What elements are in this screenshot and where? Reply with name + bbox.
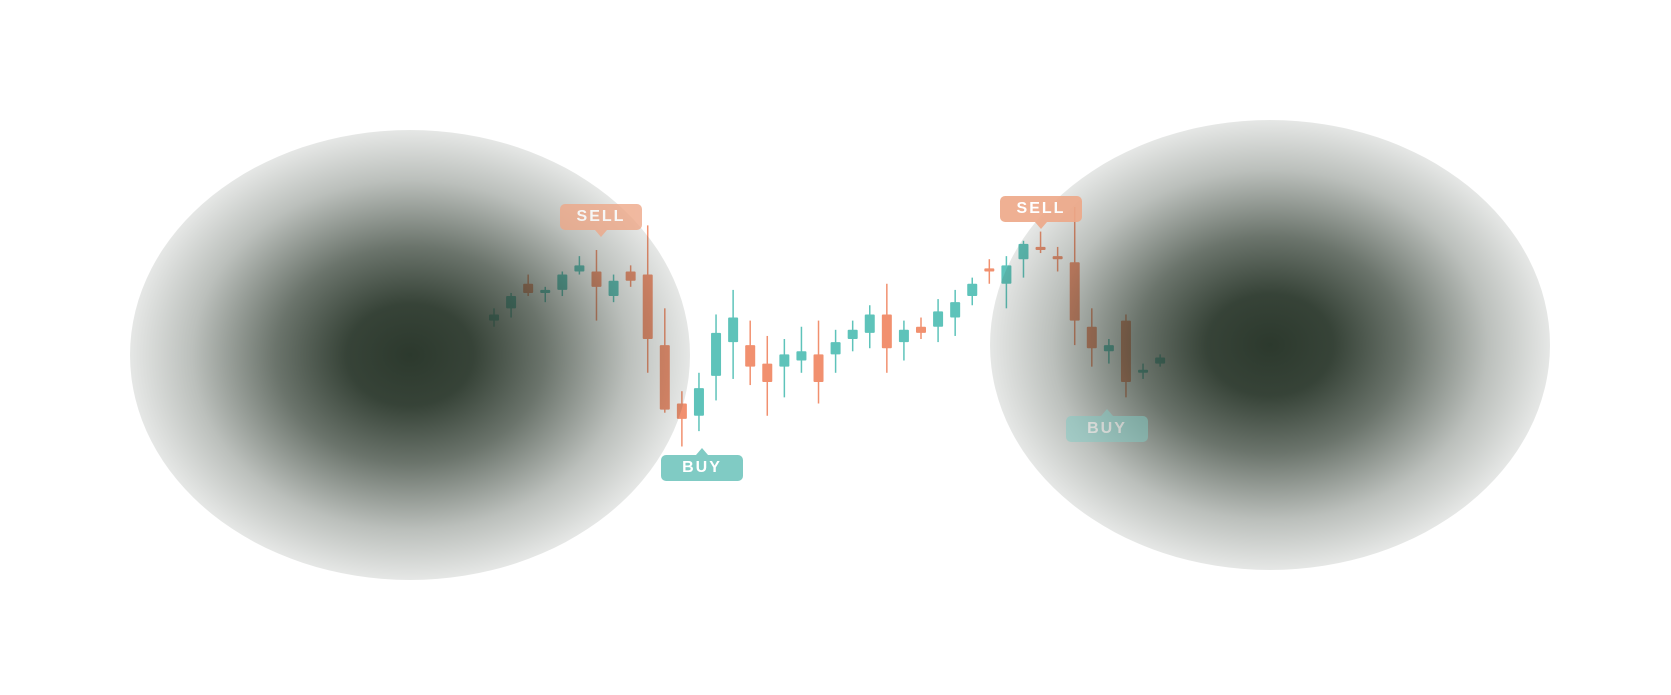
candle-body [1120,320,1131,382]
candlestick [608,274,619,303]
candle-body [984,268,995,272]
candle-body [728,317,739,343]
candlestick [1120,314,1131,398]
candlestick [506,292,517,318]
candle-body [1018,243,1029,260]
candlestick [1138,363,1149,379]
candle-body [830,342,841,355]
candle-body [933,311,944,327]
candlestick [933,299,944,343]
candlestick [728,289,739,379]
candlestick [847,320,858,352]
candle-body [608,280,619,297]
candlestick [796,326,807,373]
candle-body [642,274,653,340]
candlestick [1103,339,1114,364]
candle-body [540,289,551,293]
sell-signal-label: SELL [560,204,642,237]
sell-signal-label: SELL [1000,196,1082,229]
candle-body [950,302,961,318]
candle-body [489,314,499,321]
candle-body [745,345,756,367]
candlestick [898,320,909,361]
candle-body [523,283,534,293]
candlestick [1086,308,1097,367]
candle-body [506,296,517,309]
candlestick [984,259,995,284]
candle-body [1035,246,1046,250]
candlestick [574,256,585,275]
candlestick [676,391,687,447]
candle-body [1103,345,1114,352]
candlestick [1001,256,1012,309]
candle-body [779,354,790,367]
candle-body [847,329,858,340]
candle-body [1155,357,1166,364]
candle-body [796,351,807,361]
candle-body [625,271,636,281]
candlestick [1035,231,1046,254]
candlestick [557,271,568,297]
candlestick [540,286,551,303]
candlestick [1155,354,1166,367]
candlestick [881,283,892,373]
candlestick [1018,240,1029,278]
candlestick [625,265,636,287]
candle-body [659,345,670,410]
candle-body [574,265,585,272]
candlestick [693,372,704,432]
candle-body [916,326,926,333]
candlestick [916,317,926,340]
candlestick [591,249,602,321]
candle-body [813,354,824,382]
candle-body [967,283,978,297]
candle-body [1138,369,1149,373]
candle-body [762,363,773,382]
candle-body [1069,262,1080,321]
candle-body [591,271,602,287]
candle-body [1052,256,1063,260]
candlestick [489,308,499,327]
candle-body [1001,265,1012,284]
candlestick [523,274,534,297]
candlestick [745,320,756,386]
candle-body [676,403,687,419]
candle-body [711,332,722,376]
candle-body [557,274,568,290]
candle-body [693,388,704,416]
candlestick [711,314,722,401]
candle-body [1086,326,1097,349]
candlestick [642,225,653,373]
candle-body [864,314,875,333]
candle-body [898,329,909,343]
candlestick [1052,246,1063,272]
candlestick [950,289,961,336]
candlestick [813,320,824,404]
candlestick [967,277,978,306]
candlestick [830,329,841,373]
candlestick [659,308,670,413]
candle-body [881,314,892,349]
buy-signal-label: BUY [661,448,743,481]
candlestick [762,335,773,416]
buy-signal-label: BUY [1066,409,1148,442]
candlestick [779,339,790,398]
candlestick [864,305,875,349]
candlestick [1069,207,1080,346]
